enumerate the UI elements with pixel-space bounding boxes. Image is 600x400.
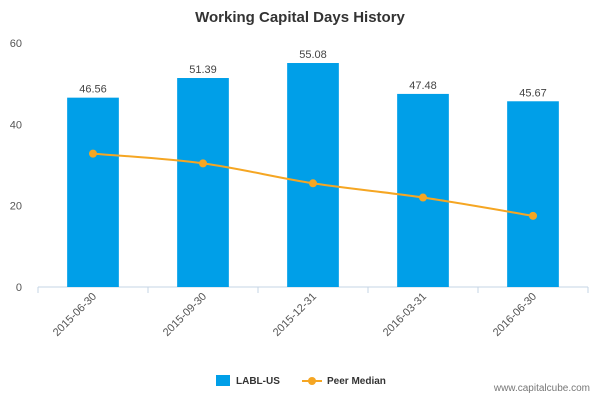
- peer-median-point: [309, 179, 317, 188]
- bar: [287, 63, 339, 288]
- y-tick-label: 0: [16, 282, 22, 294]
- bar-data-label: 46.56: [79, 84, 107, 96]
- bar-data-labels: 46.56 51.39 55.08 47.48 45.67: [79, 49, 547, 99]
- bar: [67, 97, 119, 287]
- y-tick-label: 20: [10, 201, 22, 213]
- bar-data-label: 47.48: [409, 80, 437, 92]
- line-series: [89, 149, 537, 220]
- legend-swatch-marker: [308, 377, 316, 385]
- bar: [397, 93, 449, 287]
- watermark: www.capitalcube.com: [493, 383, 590, 394]
- chart-title: Working Capital Days History: [195, 9, 405, 26]
- bar-data-label: 51.39: [189, 64, 217, 76]
- y-axis: 0 20 40 60: [10, 38, 22, 294]
- bar-data-label: 55.08: [299, 49, 327, 61]
- legend-swatch-bar: [216, 375, 230, 386]
- bar-series: [67, 63, 559, 288]
- peer-median-point: [199, 159, 207, 168]
- x-tick-label: 2016-06-30: [491, 291, 539, 339]
- legend: LABL-US Peer Median: [216, 375, 386, 387]
- bar: [507, 101, 559, 287]
- peer-median-point: [89, 149, 97, 158]
- x-tick-label: 2015-09-30: [161, 291, 209, 339]
- x-tick-label: 2016-03-31: [381, 291, 429, 339]
- bar: [177, 78, 229, 287]
- x-tick-label: 2015-06-30: [51, 291, 99, 339]
- legend-label-bar: LABL-US: [236, 376, 280, 387]
- peer-median-point: [419, 193, 427, 202]
- y-tick-label: 60: [10, 38, 22, 50]
- x-tick-label: 2015-12-31: [271, 291, 319, 339]
- peer-median-point: [529, 211, 537, 220]
- y-tick-label: 40: [10, 119, 22, 131]
- x-axis: 2015-06-30 2015-09-30 2015-12-31 2016-03-31…: [37, 287, 589, 339]
- legend-label-line: Peer Median: [327, 376, 386, 387]
- bar-data-label: 45.67: [519, 87, 547, 99]
